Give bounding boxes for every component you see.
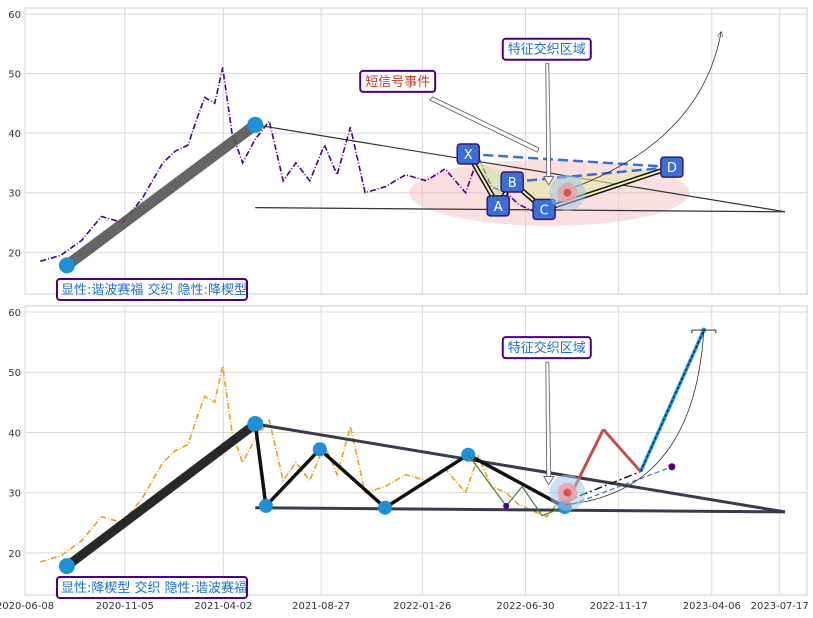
- xtick-label: 2021-08-27: [292, 601, 350, 612]
- zigzag-line: [253, 423, 566, 510]
- bottom-annotation-box: [501, 336, 592, 360]
- bottom-y-axis: 20 30 40 50 60: [8, 308, 21, 560]
- bottom-plot-content: 特征交织区域: [40, 327, 786, 575]
- bottom-ytick-label: 30: [8, 489, 21, 500]
- top-ytick-label: 30: [8, 189, 21, 200]
- bottom-ytick-label: 20: [8, 549, 21, 560]
- point-label-x: X: [464, 148, 473, 163]
- bottom-chart-panel: 20 30 40 50 60 2020-06-08 2020-11-05 2021-04-0…: [0, 305, 809, 612]
- zigzag-point: [312, 442, 327, 457]
- bottom-curved-arrow: [564, 330, 705, 506]
- top-legend-box: 显性:谐波赛福 交织 隐性:降楔型: [56, 278, 248, 301]
- top-ytick-label: 60: [8, 10, 21, 21]
- bottom-signal-point: [563, 488, 572, 497]
- bottom-remnant-point: [503, 502, 510, 509]
- top-pattern-line: [61, 119, 261, 271]
- zigzag-point: [378, 500, 393, 515]
- xtick-label: 2022-01-26: [393, 601, 451, 612]
- bottom-triangle-lower-line: [255, 506, 786, 514]
- top-annotation-text: 短信号事件: [365, 75, 430, 90]
- bottom-pattern-line: [62, 419, 260, 571]
- xtick-label: 2023-04-06: [683, 601, 741, 612]
- xtick-label: 2020-06-08: [0, 601, 54, 612]
- xtick-label: 2021-04-02: [194, 601, 252, 612]
- point-label-a: A: [494, 200, 503, 215]
- xtick-label: 2020-11-05: [96, 601, 154, 612]
- point-label-box-a: [486, 195, 510, 217]
- bottom-x-axis: 2020-06-08 2020-11-05 2021-04-02 2021-08-27…: [0, 601, 809, 612]
- xtick-label: 2022-06-30: [496, 601, 554, 612]
- bottom-ytick-label: 40: [8, 428, 21, 439]
- bottom-triangle-upper-line: [255, 422, 786, 514]
- harmonic-xab-fill: [468, 153, 513, 206]
- point-label-b: B: [508, 176, 517, 191]
- top-pattern-end-point: [247, 116, 264, 133]
- top-curved-arrow: [559, 32, 721, 194]
- bottom-annotation-arrow-head: [543, 476, 555, 486]
- top-annotation-box: [501, 37, 592, 61]
- xtick-label: 2023-07-17: [751, 601, 809, 612]
- short-signal-arrow: [429, 96, 540, 153]
- top-ytick-label: 20: [8, 248, 21, 259]
- top-triangle-lower-line: [255, 207, 786, 213]
- top-legend-text: 显性:谐波赛福 交织 隐性:降楔型: [61, 282, 247, 298]
- harmonic-bd-dashed: [512, 165, 673, 184]
- xtick-label: 2022-11-17: [590, 601, 648, 612]
- top-pattern-start-point: [58, 257, 75, 274]
- point-label-box-d: [660, 156, 684, 178]
- projection-down: [602, 428, 642, 473]
- bottom-annotation-text: 特征交织区域: [508, 340, 586, 356]
- top-ytick-label: 50: [8, 70, 21, 81]
- top-annotation-text: 特征交织区域: [508, 42, 586, 58]
- harmonic-xd-dashed: [468, 152, 672, 169]
- top-y-axis: 20 30 40 50 60: [8, 10, 21, 259]
- top-ytick-label: 40: [8, 129, 21, 140]
- bottom-ytick-label: 60: [8, 308, 21, 319]
- bottom-legend-text: 显性:降楔型 交织 隐性:谐波赛福: [61, 580, 247, 596]
- zigzag-point: [248, 417, 263, 432]
- top-annotation-box: [359, 69, 437, 93]
- bottom-dashdot-line: [564, 470, 641, 503]
- top-triangle-upper-line: [255, 124, 786, 213]
- bottom-harmonic-remnant: [467, 454, 565, 517]
- top-annotation-arrow-head: [543, 176, 555, 186]
- bottom-legend-box: 显性:降楔型 交织 隐性:谐波赛福: [56, 576, 248, 599]
- bottom-pattern-start-point: [58, 558, 75, 575]
- point-label-box-x: [456, 143, 480, 165]
- point-label-box-c: [532, 198, 556, 221]
- zigzag-point: [258, 498, 273, 513]
- point-label-d: D: [667, 161, 677, 176]
- bottom-d-point: [668, 463, 676, 471]
- bottom-ytick-label: 50: [8, 368, 21, 379]
- top-signal-point: [563, 188, 572, 197]
- projection-up-2-dashed: [640, 329, 705, 472]
- point-label-box-b: [500, 171, 524, 193]
- top-price-series-line: [40, 67, 564, 262]
- projection-target-bracket: [691, 329, 717, 334]
- point-label-c: C: [540, 203, 549, 218]
